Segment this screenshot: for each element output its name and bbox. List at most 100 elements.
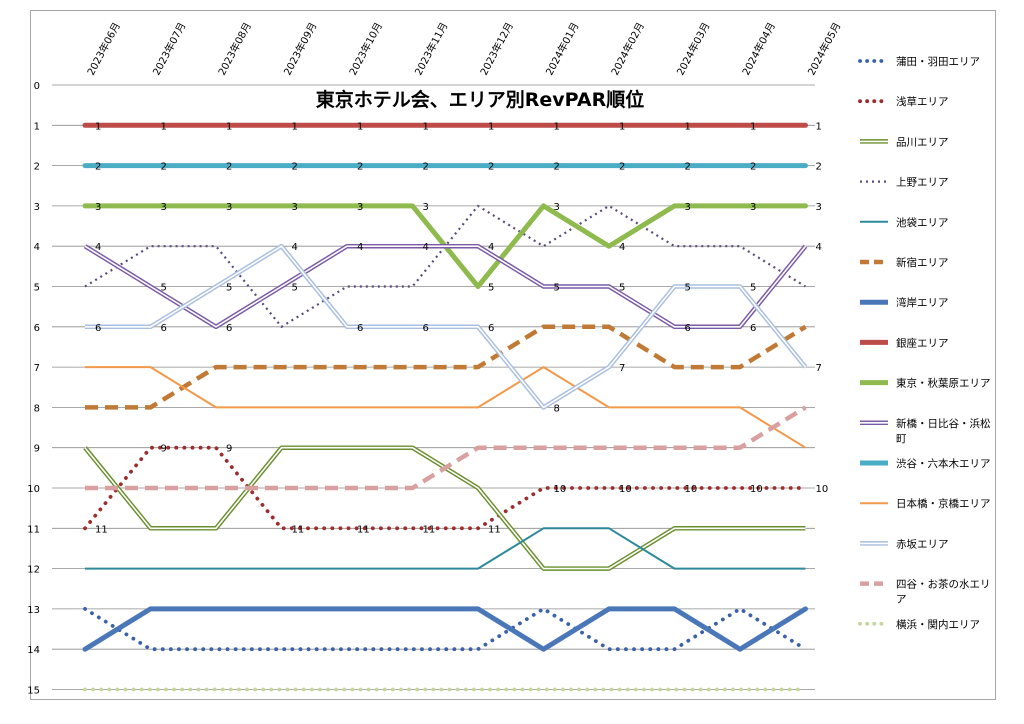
data-label: 2 [685,162,691,173]
data-label: 11 [423,524,436,535]
data-label: 1 [226,121,232,132]
data-label: 3 [161,202,167,213]
legend-item[interactable]: 新橋・日比谷・浜松町 [860,417,991,445]
data-label: 5 [685,283,691,294]
data-label: 6 [357,323,363,334]
legend-label: 品川エリア [896,136,949,148]
legend-item[interactable]: 横浜・関内エリア [858,618,980,631]
series-line [85,366,807,449]
x-tick-label: 2023年08月 [215,20,254,77]
x-tick-label: 2023年06月 [84,20,123,77]
data-label: 9 [161,444,167,455]
data-label: 5 [292,283,298,294]
data-label: 10 [619,484,632,495]
x-axis: 2023年06月 2023年07月 2023年08月 2023年09月 2023年10月… [84,20,843,77]
data-label: 1 [554,121,560,132]
legend-label: 蒲田・羽田エリア [896,55,980,68]
data-label: 8 [554,403,560,414]
legend-label: 町 [896,433,907,445]
data-label: 3 [816,202,822,213]
legend-label: 上野エリア [896,177,949,189]
data-label: 5 [226,283,232,294]
data-label: 7 [619,363,625,374]
legend-label: 日本橋・京橋エリア [896,497,991,510]
y-tick-label: 2 [34,162,40,173]
data-label: 3 [357,202,363,213]
legend-label: 浅草エリア [896,95,949,108]
series-line [85,324,807,410]
y-tick-label: 14 [27,645,40,656]
y-tick-label: 3 [34,202,40,213]
data-label: 1 [423,121,429,132]
data-label: 1 [816,121,822,132]
data-label: 11 [292,524,305,535]
legend-item[interactable]: 上野エリア [860,177,949,189]
data-label: 6 [226,323,232,334]
legend-label: 赤坂エリア [896,538,949,550]
legend-item[interactable]: 渋谷・六本木エリア [860,457,991,470]
data-label: 2 [750,162,756,173]
data-label: 6 [423,323,429,334]
data-label: 2 [619,162,625,173]
legend-item[interactable]: 品川エリア [860,136,949,148]
data-label: 2 [554,162,560,173]
legend-label: 渋谷・六本木エリア [896,457,991,470]
legend-label: 東京・秋葉原エリア [896,377,991,390]
y-tick-label: 15 [27,686,40,697]
y-tick-label: 12 [27,565,40,576]
data-label: 1 [161,121,167,132]
y-tick-label: 5 [34,283,40,294]
legend-label: 新宿エリア [896,256,949,269]
y-tick-label: 6 [34,323,40,334]
series-line [85,527,806,570]
legend-label: 新橋・日比谷・浜松 [896,417,991,430]
legend-item[interactable]: 赤坂エリア [860,538,949,550]
data-label: 3 [685,202,691,213]
data-label: 6 [750,323,756,334]
legend-item[interactable]: 東京・秋葉原エリア [860,377,991,390]
legend-item[interactable]: 池袋エリア [860,216,949,229]
data-label: 2 [95,162,101,173]
data-label: 2 [488,162,494,173]
y-tick-label: 4 [34,242,40,253]
data-label: 1 [357,121,363,132]
grid [52,84,815,690]
data-label: 1 [292,121,298,132]
y-tick-label: 9 [34,444,40,455]
legend-label: 横浜・関内エリア [896,618,980,631]
data-label: 1 [685,121,691,132]
x-tick-label: 2024年03月 [674,20,713,77]
series-line [83,243,808,330]
x-tick-label: 2024年04月 [739,20,778,77]
legend-item[interactable]: 浅草エリア [858,95,949,108]
legend-item[interactable]: 新宿エリア [860,256,949,269]
legend-item[interactable]: 日本橋・京橋エリア [860,497,991,510]
x-tick-label: 2023年10月 [346,20,385,77]
x-tick-label: 2023年09月 [281,20,320,77]
legend-item[interactable]: 湾岸エリア [860,296,949,309]
series-line [85,405,807,491]
y-tick-label: 0 [34,81,40,92]
data-label: 1 [488,121,494,132]
data-label: 5 [750,283,756,294]
data-label: 2 [161,162,167,173]
legend-item[interactable]: 銀座エリア [860,336,949,349]
chart-title: 東京ホテル会、エリア別RevPAR順位 [316,88,644,111]
data-label: 9 [226,444,232,455]
data-label: 11 [95,524,108,535]
data-label: 5 [161,283,167,294]
x-tick-label: 2024年02月 [608,20,647,77]
data-label: 10 [750,484,763,495]
legend-item[interactable]: 蒲田・羽田エリア [858,55,980,68]
data-label: 4 [95,242,101,253]
data-label: 7 [816,363,822,374]
x-tick-label: 2024年01月 [543,20,582,77]
legend[interactable]: 蒲田・羽田エリア浅草エリア品川エリア上野エリア池袋エリア新宿エリア湾岸エリア銀座… [858,55,991,631]
series-line [83,607,808,652]
x-tick-label: 2024年05月 [805,20,844,77]
data-label: 2 [816,162,822,173]
data-label: 6 [161,323,167,334]
series-line [85,243,808,410]
